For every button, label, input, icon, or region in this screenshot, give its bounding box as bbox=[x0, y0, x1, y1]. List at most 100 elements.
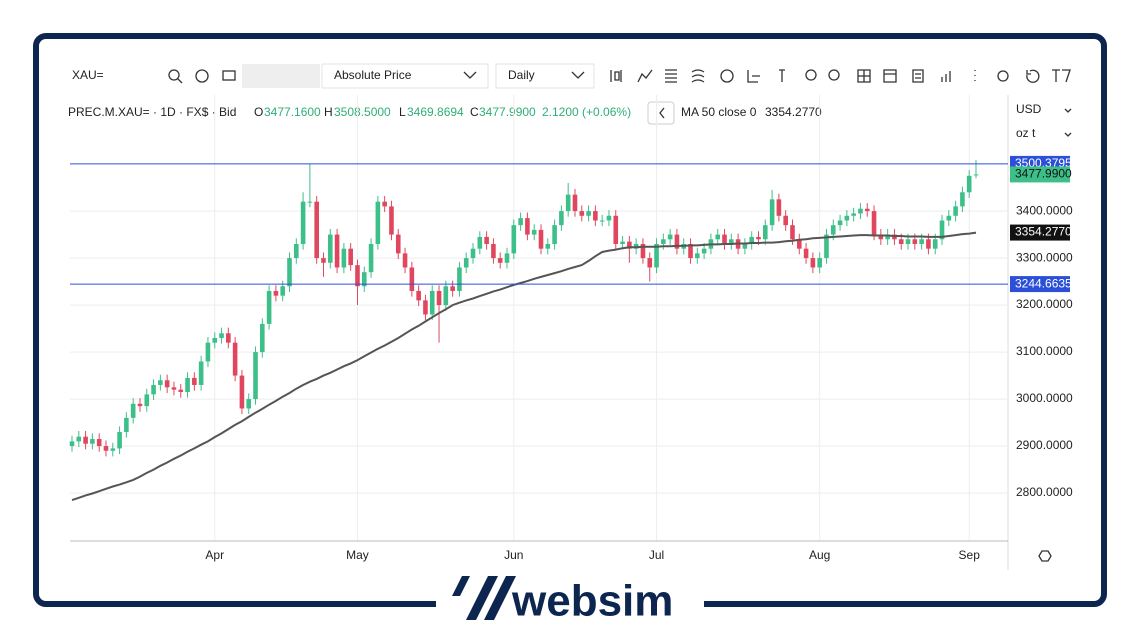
currency[interactable]: USD bbox=[1016, 102, 1042, 116]
candle-body bbox=[729, 239, 734, 244]
c-key: C bbox=[470, 105, 479, 119]
candle-body bbox=[185, 377, 190, 393]
candle-body bbox=[280, 286, 286, 296]
candle-body bbox=[803, 248, 809, 259]
search-icon[interactable] bbox=[168, 69, 180, 81]
candle-body bbox=[939, 220, 945, 240]
frame bbox=[33, 33, 1107, 607]
price-tag-label: 3354.2770 bbox=[1015, 225, 1072, 239]
candle-body bbox=[518, 218, 523, 226]
search-box[interactable] bbox=[68, 64, 188, 88]
candle-body bbox=[810, 258, 816, 268]
candle-body bbox=[620, 241, 625, 244]
symbol: PREC.M.XAU= · 1D · FX$ · Bid bbox=[68, 105, 236, 119]
x-tick-label: May bbox=[346, 548, 369, 562]
candle-body bbox=[124, 417, 129, 432]
candle-body bbox=[83, 436, 88, 444]
folder-icon[interactable] bbox=[222, 70, 236, 81]
candle-body bbox=[844, 215, 850, 221]
candle-body bbox=[103, 446, 109, 451]
candle-body bbox=[198, 361, 204, 385]
add-icon[interactable] bbox=[195, 69, 209, 83]
candle-body bbox=[300, 201, 306, 244]
candle-body bbox=[885, 234, 890, 240]
candle-body bbox=[776, 199, 782, 216]
y-tick-label: 3000.0000 bbox=[1016, 391, 1073, 405]
candle-body bbox=[966, 175, 972, 193]
l-key: L bbox=[399, 105, 406, 119]
candle-body bbox=[572, 194, 578, 212]
candle-body bbox=[796, 239, 802, 249]
candle-body bbox=[837, 220, 843, 226]
candle-body bbox=[701, 248, 707, 254]
candle-body bbox=[253, 352, 258, 400]
candle-body bbox=[586, 211, 591, 216]
y-tick-label: 3200.0000 bbox=[1016, 297, 1073, 311]
y-tick-label: 3100.0000 bbox=[1016, 344, 1073, 358]
candle-body bbox=[946, 215, 952, 221]
candle-body bbox=[525, 218, 530, 235]
candle-body bbox=[232, 342, 238, 376]
candle-body bbox=[477, 236, 483, 249]
candle-body bbox=[627, 241, 632, 249]
candle-body bbox=[90, 439, 95, 444]
h-value: 3508.5000 bbox=[334, 105, 391, 119]
candle-body bbox=[647, 258, 653, 268]
price-mode-text: Absolute Price bbox=[334, 68, 412, 82]
candle-body bbox=[898, 239, 904, 244]
candle-body bbox=[260, 323, 265, 353]
o-key: O bbox=[254, 105, 263, 119]
settings-icon[interactable] bbox=[1038, 550, 1052, 562]
candle-body bbox=[960, 192, 965, 207]
price-tag-label: 3477.9900 bbox=[1015, 167, 1072, 181]
candle-body bbox=[824, 234, 829, 259]
candle-body bbox=[355, 265, 360, 287]
logo: websim bbox=[452, 576, 673, 626]
candle-body bbox=[76, 436, 82, 442]
candle-body bbox=[348, 248, 353, 266]
candle-body bbox=[470, 248, 476, 259]
y-tick-label: 2800.0000 bbox=[1016, 485, 1073, 499]
candle-body bbox=[110, 448, 116, 451]
candle-body bbox=[130, 403, 136, 418]
unit[interactable]: oz t bbox=[1016, 126, 1036, 140]
candle-body bbox=[640, 243, 646, 259]
search-text: XAU= bbox=[72, 68, 104, 82]
candle-body bbox=[756, 236, 761, 240]
price-tag-label: 3244.6635 bbox=[1015, 276, 1072, 290]
candle-body bbox=[579, 211, 585, 216]
candle-body bbox=[559, 211, 564, 226]
candle-body bbox=[715, 234, 721, 240]
candle-body bbox=[484, 236, 489, 244]
candle-body bbox=[314, 201, 319, 259]
candle-body bbox=[429, 290, 435, 315]
candle-body bbox=[287, 258, 292, 287]
candle-body bbox=[219, 333, 224, 338]
candle-body bbox=[416, 290, 421, 301]
interval-dropdown[interactable] bbox=[495, 63, 595, 89]
candle-body bbox=[769, 199, 775, 226]
candle-body bbox=[443, 286, 449, 306]
candle-body bbox=[117, 431, 122, 449]
candle-body bbox=[497, 258, 503, 263]
candle-body bbox=[239, 375, 245, 409]
toolbar: XAU= Absolute Price Daily bbox=[68, 63, 1071, 89]
candle-body bbox=[905, 239, 911, 244]
candle-body bbox=[864, 208, 870, 212]
candle-body bbox=[762, 225, 768, 240]
dropdown-arrow bbox=[1064, 108, 1072, 113]
collapse-button[interactable] bbox=[647, 101, 675, 125]
x-tick-label: Apr bbox=[205, 548, 224, 562]
candle-body bbox=[212, 337, 218, 343]
candle-body bbox=[294, 243, 299, 259]
candle-body bbox=[192, 377, 197, 385]
candle-body bbox=[158, 380, 163, 385]
price-mode-dropdown[interactable] bbox=[321, 63, 489, 89]
candle-body bbox=[695, 253, 700, 259]
candle-body bbox=[205, 342, 211, 362]
h-key: H bbox=[324, 105, 333, 119]
candle-body bbox=[858, 208, 863, 214]
candle-body bbox=[389, 206, 394, 235]
tool-icons[interactable] bbox=[610, 69, 1071, 83]
